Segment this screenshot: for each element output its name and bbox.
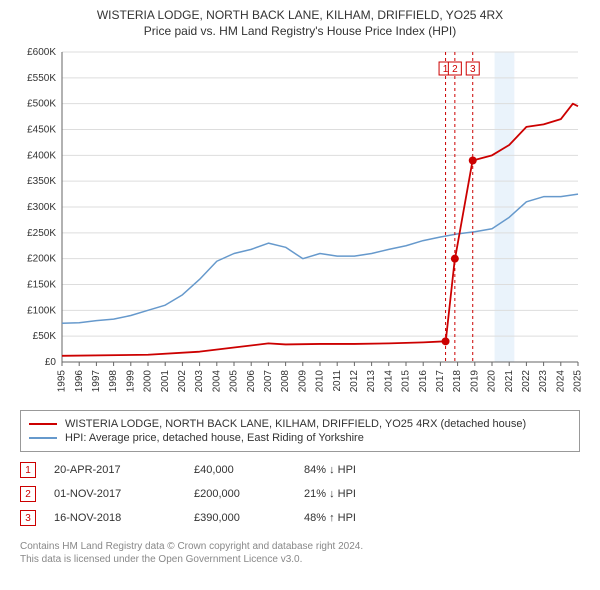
chart-area: £0 £50K £100K £150K £200K £250K £300K £350K £400…	[12, 42, 588, 402]
svg-text:£400K: £400K	[27, 150, 56, 161]
svg-text:£200K: £200K	[27, 254, 56, 265]
event-price-1: £40,000	[194, 464, 304, 476]
svg-text:2017: 2017	[435, 370, 446, 393]
svg-text:£250K: £250K	[27, 228, 56, 239]
legend-swatch-property	[29, 423, 57, 425]
attribution: Contains HM Land Registry data © Crown c…	[20, 540, 580, 566]
svg-text:2010: 2010	[315, 370, 326, 393]
svg-text:£500K: £500K	[27, 99, 56, 110]
event-row-2: 2 01-NOV-2017 £200,000 21% ↓ HPI	[20, 482, 580, 506]
chart-title-line1: WISTERIA LODGE, NORTH BACK LANE, KILHAM,…	[12, 8, 588, 22]
svg-text:£550K: £550K	[27, 73, 56, 84]
legend-row-property: WISTERIA LODGE, NORTH BACK LANE, KILHAM,…	[29, 417, 571, 431]
event-pct-3: 48% ↑ HPI	[304, 512, 356, 524]
legend-label-property: WISTERIA LODGE, NORTH BACK LANE, KILHAM,…	[65, 418, 526, 430]
svg-text:2015: 2015	[401, 370, 412, 393]
svg-text:3: 3	[470, 64, 476, 75]
svg-text:£450K: £450K	[27, 125, 56, 136]
attribution-line2: This data is licensed under the Open Gov…	[20, 553, 580, 566]
event-number-1: 1	[20, 462, 36, 478]
event-price-2: £200,000	[194, 488, 304, 500]
svg-text:2013: 2013	[366, 370, 377, 393]
chart-svg: £0 £50K £100K £150K £200K £250K £300K £350K £400…	[12, 42, 588, 402]
event-number-2: 2	[20, 486, 36, 502]
svg-text:1996: 1996	[74, 370, 85, 393]
events-table: 1 20-APR-2017 £40,000 84% ↓ HPI 2 01-NOV…	[20, 458, 580, 530]
event-date-1: 20-APR-2017	[54, 464, 194, 476]
svg-text:1997: 1997	[91, 370, 102, 393]
svg-text:2020: 2020	[487, 370, 498, 393]
svg-text:£600K: £600K	[27, 47, 56, 58]
event-pct-2: 21% ↓ HPI	[304, 488, 356, 500]
svg-text:2022: 2022	[521, 370, 532, 393]
svg-text:£300K: £300K	[27, 202, 56, 213]
event-date-2: 01-NOV-2017	[54, 488, 194, 500]
svg-text:1999: 1999	[125, 370, 136, 393]
svg-text:£50K: £50K	[33, 331, 57, 342]
chart-title-line2: Price paid vs. HM Land Registry's House …	[12, 24, 588, 38]
svg-text:2007: 2007	[263, 370, 274, 393]
svg-text:£350K: £350K	[27, 176, 56, 187]
svg-text:2001: 2001	[160, 370, 171, 393]
svg-text:2014: 2014	[383, 370, 394, 393]
legend-row-hpi: HPI: Average price, detached house, East…	[29, 431, 571, 445]
svg-text:2006: 2006	[246, 370, 257, 393]
svg-text:2019: 2019	[469, 370, 480, 393]
svg-text:2008: 2008	[280, 370, 291, 393]
svg-text:£150K: £150K	[27, 280, 56, 291]
svg-text:2023: 2023	[538, 370, 549, 393]
event-price-3: £390,000	[194, 512, 304, 524]
svg-text:2018: 2018	[452, 370, 463, 393]
svg-text:1998: 1998	[108, 370, 119, 393]
legend-label-hpi: HPI: Average price, detached house, East…	[65, 432, 364, 444]
svg-text:2: 2	[452, 64, 458, 75]
svg-text:2024: 2024	[555, 370, 566, 393]
event-number-3: 3	[20, 510, 36, 526]
event-row-1: 1 20-APR-2017 £40,000 84% ↓ HPI	[20, 458, 580, 482]
event-row-3: 3 16-NOV-2018 £390,000 48% ↑ HPI	[20, 506, 580, 530]
event-pct-1: 84% ↓ HPI	[304, 464, 356, 476]
svg-text:2016: 2016	[418, 370, 429, 393]
svg-text:2011: 2011	[332, 370, 343, 392]
attribution-line1: Contains HM Land Registry data © Crown c…	[20, 540, 580, 553]
svg-text:2000: 2000	[143, 370, 154, 393]
svg-text:2012: 2012	[349, 370, 360, 393]
svg-text:2009: 2009	[297, 370, 308, 393]
svg-text:2003: 2003	[194, 370, 205, 393]
svg-text:£0: £0	[45, 357, 57, 368]
event-date-3: 16-NOV-2018	[54, 512, 194, 524]
svg-text:£100K: £100K	[27, 305, 56, 316]
svg-text:2005: 2005	[229, 370, 240, 393]
svg-text:2021: 2021	[504, 370, 515, 393]
svg-text:2004: 2004	[211, 370, 222, 393]
svg-text:2002: 2002	[177, 370, 188, 393]
legend-swatch-hpi	[29, 437, 57, 439]
chart-title-block: WISTERIA LODGE, NORTH BACK LANE, KILHAM,…	[12, 8, 588, 38]
legend: WISTERIA LODGE, NORTH BACK LANE, KILHAM,…	[20, 410, 580, 452]
svg-text:1995: 1995	[57, 370, 68, 393]
svg-text:2025: 2025	[573, 370, 584, 393]
